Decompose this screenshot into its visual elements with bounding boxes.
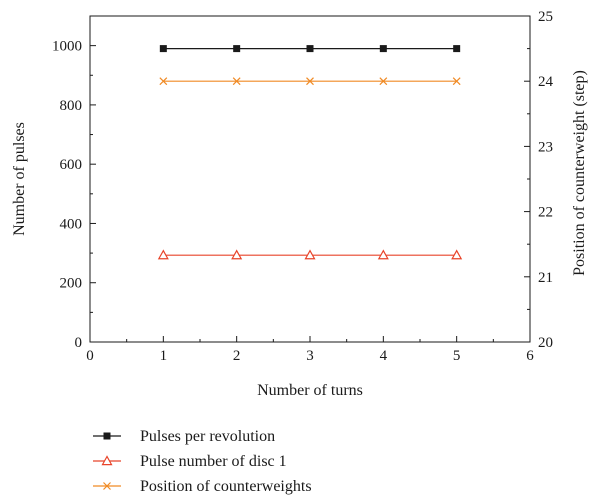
legend-label: Pulse number of disc 1 xyxy=(140,453,287,470)
marker-stroke xyxy=(103,482,111,490)
legend-label: Position of counterweights xyxy=(140,478,312,495)
y-right-tick-label: 25 xyxy=(538,9,553,25)
y-right-tick-label: 21 xyxy=(538,270,553,286)
marker-stroke xyxy=(306,77,314,86)
plot-frame xyxy=(89,15,531,343)
y-left-tick-label: 0 xyxy=(75,335,83,351)
data-point xyxy=(377,249,389,260)
plot-area xyxy=(89,15,531,343)
x-tick-label: 1 xyxy=(160,348,168,364)
data-point xyxy=(233,45,241,53)
y-left-tick-label: 400 xyxy=(60,216,83,232)
data-point xyxy=(103,482,111,490)
data-point xyxy=(306,45,314,53)
series xyxy=(159,45,461,53)
y-right-tick-label: 22 xyxy=(538,205,553,221)
data-point xyxy=(103,432,111,440)
data-point xyxy=(157,249,169,260)
legend-item: Pulses per revolution xyxy=(93,428,275,445)
data-point xyxy=(231,249,243,260)
marker-stroke xyxy=(232,77,241,86)
x-tick-label: 4 xyxy=(380,348,388,364)
y-axis-left-title: Number of pulses xyxy=(11,122,28,236)
data-point xyxy=(453,45,461,53)
data-point xyxy=(379,77,388,86)
data-point xyxy=(452,77,461,86)
series-layer xyxy=(157,45,463,260)
y-left-tick-label: 200 xyxy=(60,276,83,292)
y-right-tick-label: 23 xyxy=(538,139,553,155)
data-point xyxy=(232,77,241,86)
y-left-tick-label: 600 xyxy=(60,157,83,173)
data-point xyxy=(101,455,113,466)
x-axis: 0 1 2 3 4 5 6 xyxy=(86,336,534,364)
x-axis-title: Number of turns xyxy=(257,382,363,399)
y-left-tick-label: 800 xyxy=(60,98,83,114)
x-tick-label: 0 xyxy=(86,348,94,364)
data-point xyxy=(306,77,314,86)
y-axis-right-title: Position of counterweight (step) xyxy=(571,70,588,276)
y-right-tick-label: 24 xyxy=(538,74,554,90)
y-right-tick-label: 20 xyxy=(538,335,553,351)
data-point xyxy=(379,45,387,53)
x-tick-label: 6 xyxy=(526,348,534,364)
data-point xyxy=(451,249,463,260)
y-axis-right: 20 21 22 23 24 25 xyxy=(524,9,554,351)
y-axis-left: 0 200 400 600 800 1000 xyxy=(52,39,96,351)
legend-item: Position of counterweights xyxy=(93,478,312,495)
x-tick-label: 3 xyxy=(306,348,314,364)
y-left-tick-label: 1000 xyxy=(52,39,82,55)
marker-stroke xyxy=(452,77,461,86)
legend: Pulses per revolution Pulse number of dis… xyxy=(93,428,312,495)
data-point xyxy=(304,249,316,260)
series xyxy=(159,77,461,86)
x-tick-label: 2 xyxy=(233,348,241,364)
data-point xyxy=(159,77,168,86)
legend-label: Pulses per revolution xyxy=(140,428,275,445)
series xyxy=(157,249,463,260)
marker-stroke xyxy=(379,77,388,86)
legend-item: Pulse number of disc 1 xyxy=(93,453,287,470)
x-tick-label: 5 xyxy=(453,348,461,364)
data-point xyxy=(159,45,167,53)
marker-stroke xyxy=(159,77,168,86)
